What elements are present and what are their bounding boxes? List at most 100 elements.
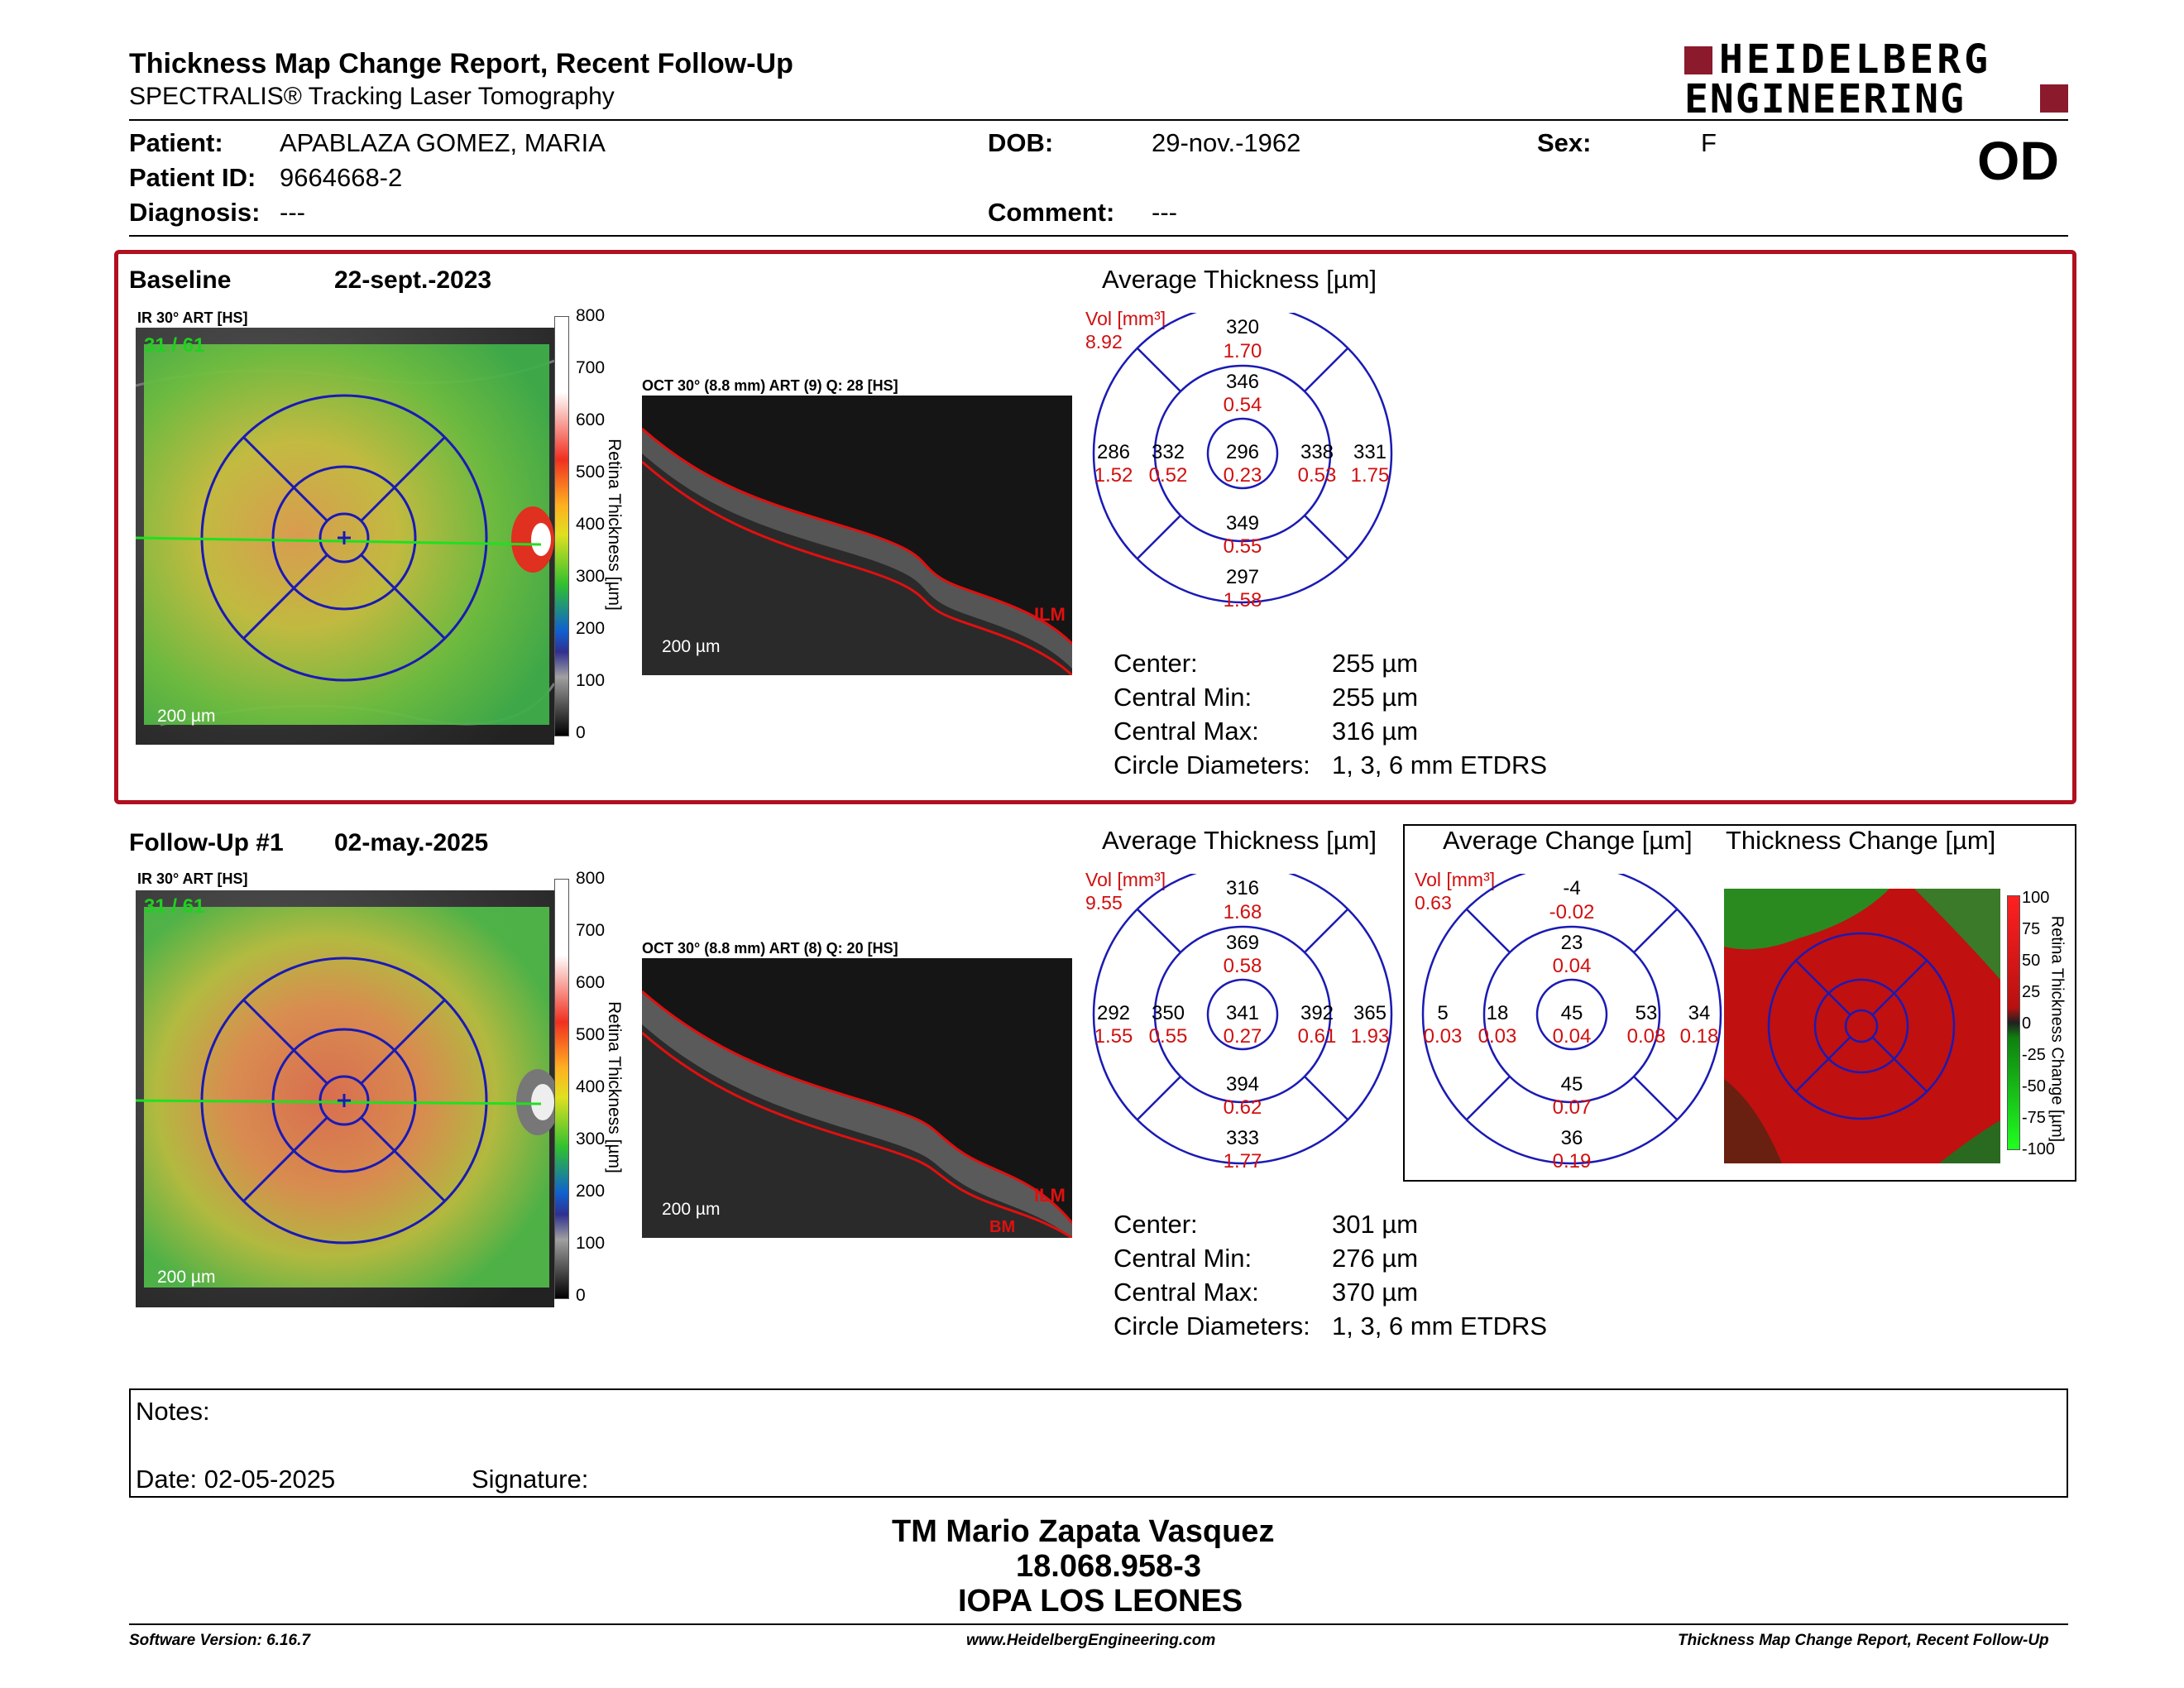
baseline-vol-label: Vol [mm³] [1085,308,1166,329]
svg-text:0.58: 0.58 [1224,955,1262,977]
svg-text:0.61: 0.61 [1298,1025,1337,1048]
svg-text:0.23: 0.23 [1224,464,1262,487]
signature-label: Signature: [472,1465,589,1494]
svg-text:23: 23 [1561,932,1583,954]
notes-date: Date: 02-05-2025 [136,1465,336,1494]
svg-text:286: 286 [1097,441,1130,463]
baseline-section [114,250,2076,804]
followup-colorbar-label: Retina Thickness [µm] [605,1001,624,1173]
patient-id: 9664668-2 [280,163,403,192]
comment-value: --- [1152,198,1177,227]
thickness-change-title: Thickness Change [µm] [1726,826,1996,855]
svg-text:34: 34 [1688,1002,1711,1024]
baseline-date: 22-sept.-2023 [334,266,492,294]
svg-text:5: 5 [1437,1002,1448,1024]
change-colorbar-ticks: 100 75 50 25 0 -25 -50 -75 -100 [2022,889,2056,1158]
diagnosis-value: --- [280,198,305,227]
baseline-colorbar [554,316,569,736]
svg-text:394: 394 [1226,1073,1259,1096]
svg-text:1.70: 1.70 [1224,340,1262,362]
svg-text:333: 333 [1226,1127,1259,1149]
comment-label: Comment: [988,198,1115,227]
report-title: Thickness Map Change Report, Recent Foll… [129,48,793,79]
svg-text:36: 36 [1561,1127,1583,1149]
diagnosis-label: Diagnosis: [129,198,261,227]
followup-ir-caption: IR 30° ART [HS] [137,870,248,887]
followup-label: Follow-Up #1 [129,829,284,856]
svg-text:0.08: 0.08 [1627,1025,1666,1048]
svg-text:-4: -4 [1563,877,1580,899]
logo-text-2: ENGINEERING [1684,76,1966,122]
baseline-oct-ilm: ILM [1034,604,1066,625]
change-vol-value: 0.63 [1415,892,1452,914]
baseline-etdrs-grid: 320 1.70 346 0.54 296 0.23 349 0.55 297 … [1092,313,1393,611]
svg-text:0.53: 0.53 [1298,464,1337,487]
svg-text:316: 316 [1226,877,1259,899]
svg-text:0.55: 0.55 [1224,535,1262,558]
svg-text:341: 341 [1226,1002,1259,1024]
svg-text:1.52: 1.52 [1094,464,1133,487]
svg-text:0.04: 0.04 [1553,1025,1592,1048]
svg-text:0.52: 0.52 [1149,464,1188,487]
svg-text:0.19: 0.19 [1553,1150,1592,1172]
svg-text:296: 296 [1226,441,1259,463]
svg-text:331: 331 [1353,441,1387,463]
followup-colorbar [554,879,569,1299]
svg-text:292: 292 [1097,1002,1130,1024]
dob-value: 29-nov.-1962 [1152,128,1301,157]
header-divider [129,119,2068,121]
notes-label: Notes: [136,1397,210,1426]
followup-oct-image [642,958,1072,1238]
change-vol-label: Vol [mm³] [1415,869,1496,890]
baseline-colorbar-label: Retina Thickness [µm] [605,439,624,611]
svg-text:392: 392 [1300,1002,1334,1024]
signatory-org: IOPA LOS LEONES [958,1584,1243,1618]
followup-oct-scale: 200 µm [662,1200,721,1219]
signatory-name: TM Mario Zapata Vasquez [892,1514,1275,1549]
svg-text:0.07: 0.07 [1553,1096,1592,1119]
eye-label: OD [1977,130,2059,191]
report-subtitle: SPECTRALIS® Tracking Laser Tomography [129,83,615,110]
baseline-label: Baseline [129,266,232,294]
sex-value: F [1701,128,1717,157]
thickness-change-map [1724,889,2000,1163]
svg-text:320: 320 [1226,316,1259,338]
baseline-ir-image [136,328,554,745]
website-link[interactable]: www.HeidelbergEngineering.com [966,1632,1216,1649]
software-version: Software Version: 6.16.7 [129,1632,310,1649]
svg-text:0.27: 0.27 [1224,1025,1262,1048]
baseline-ir-caption: IR 30° ART [HS] [137,309,248,326]
followup-ir-scale: 200 µm [157,1268,216,1287]
svg-text:0.55: 0.55 [1149,1025,1188,1048]
svg-text:0.18: 0.18 [1680,1025,1719,1048]
footer-divider [129,1623,2068,1625]
svg-text:338: 338 [1300,441,1334,463]
svg-text:1.58: 1.58 [1224,589,1262,611]
followup-etdrs-grid: 316 1.68 369 0.58 341 0.27 394 0.62 333 … [1092,874,1393,1172]
svg-text:-0.02: -0.02 [1549,901,1595,923]
dob-label: DOB: [988,128,1054,157]
change-colorbar [2007,895,2020,1150]
baseline-oct-image [642,396,1072,675]
svg-text:349: 349 [1226,512,1259,535]
patient-divider [129,235,2068,237]
svg-text:1.93: 1.93 [1351,1025,1390,1048]
followup-vol-label: Vol [mm³] [1085,869,1166,890]
followup-oct-bm: BM [989,1218,1016,1236]
notes-box[interactable] [129,1388,2068,1498]
svg-text:1.55: 1.55 [1094,1025,1133,1048]
followup-colorbar-ticks: 800 700 600 500 400 300 200 100 0 [576,869,606,1305]
svg-text:1.77: 1.77 [1224,1150,1262,1172]
svg-text:297: 297 [1226,566,1259,588]
change-etdrs-grid: -4 -0.02 23 0.04 45 0.04 45 0.07 36 0.19… [1421,874,1722,1172]
svg-text:1.68: 1.68 [1224,901,1262,923]
svg-text:332: 332 [1152,441,1185,463]
logo-text-1: HEIDELBERG [1719,36,1991,83]
svg-text:18: 18 [1487,1002,1509,1024]
heidelberg-logo: HEIDELBERG ENGINEERING [1684,38,2068,121]
svg-text:346: 346 [1226,371,1259,393]
svg-text:365: 365 [1353,1002,1387,1024]
baseline-colorbar-ticks: 800 700 600 500 400 300 200 100 0 [576,306,606,742]
svg-text:0.03: 0.03 [1424,1025,1463,1048]
followup-oct-caption: OCT 30° (8.8 mm) ART (8) Q: 20 [HS] [642,940,898,957]
